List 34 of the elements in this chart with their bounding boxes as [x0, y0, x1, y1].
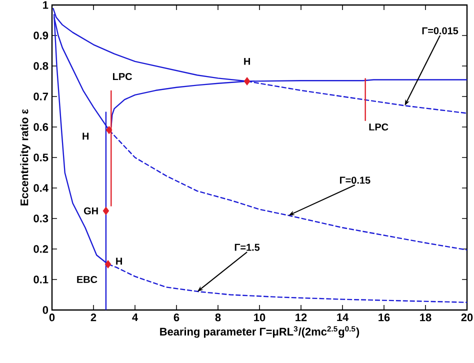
x-tick-label: 16 [378, 314, 390, 322]
annotation: GH [84, 207, 98, 214]
annotation: Γ=0.15 [340, 176, 370, 184]
x-tick-label: 8 [215, 314, 221, 322]
x-tick-label: 10 [254, 314, 266, 322]
x-tick-label: 12 [296, 314, 307, 322]
annotation: H [116, 258, 122, 265]
y-tick-label: 0.8 [34, 62, 48, 70]
y-tick-label: 0.7 [34, 92, 48, 100]
x-tick-label: 18 [420, 314, 432, 322]
x-tick-label: 6 [174, 314, 180, 322]
annotation: LPC [369, 123, 388, 131]
y-tick-label: 0.4 [34, 184, 48, 192]
annotation: H [82, 132, 89, 140]
y-tick-label: 0.3 [34, 214, 48, 222]
y-tick-label: 1 [43, 1, 48, 9]
annotation: Γ=0.015 [422, 27, 458, 34]
annotation: EBC [77, 276, 98, 284]
x-tick-label: 4 [132, 314, 138, 322]
y-tick-label: 0.1 [34, 276, 48, 284]
y-tick-label: 0.5 [34, 154, 48, 162]
x-tick-label: 2 [90, 314, 96, 322]
y-tick-label: 0 [42, 306, 48, 314]
x-tick-label: 0 [49, 314, 55, 322]
y-tick-label: 0.6 [34, 123, 48, 131]
y-tick-label: 0.9 [34, 32, 48, 40]
x-tick-label: 20 [461, 314, 473, 322]
annotation: H [244, 58, 250, 65]
annotation: Γ=1.5 [234, 244, 260, 251]
y-tick-label: 0.2 [34, 245, 48, 253]
x-tick-label: 14 [337, 314, 349, 322]
annotation: LPC [113, 73, 132, 80]
y-axis-title: Eccentricity ratio ε [20, 109, 30, 206]
x-axis-title: Bearing parameter Γ=μRL$^{3}$/(2mc$^{2.5}$g$^{0.5}$) [160, 326, 360, 338]
